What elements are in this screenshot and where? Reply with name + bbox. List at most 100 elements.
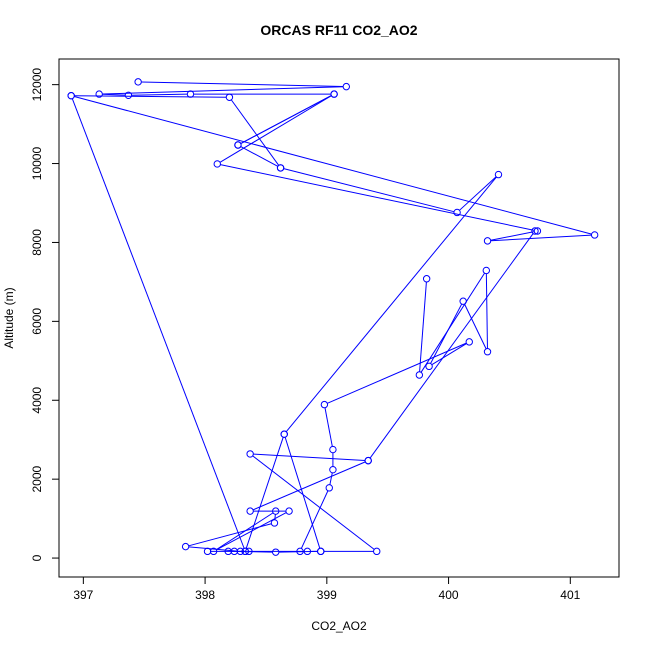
series-2-segment — [485, 273, 488, 349]
data-point — [459, 297, 467, 305]
series-2-segment — [300, 490, 329, 549]
y-tick-label: 12000 — [30, 68, 44, 102]
series-1-segment — [240, 146, 278, 167]
series-3-segment — [369, 233, 534, 459]
series-3-segment — [252, 455, 375, 550]
x-tick-label: 400 — [439, 588, 459, 602]
series-0-segment — [102, 93, 126, 96]
data-point — [124, 91, 133, 100]
x-tick-label: 398 — [195, 588, 215, 602]
series-0-segment — [230, 99, 280, 166]
series-0-segment — [131, 93, 188, 96]
data-point — [272, 548, 280, 556]
data-point — [465, 338, 473, 346]
series-2-segment — [420, 272, 486, 373]
data-point — [325, 484, 333, 492]
data-point — [453, 208, 461, 217]
data-point — [373, 547, 381, 556]
series-0-segment — [285, 176, 497, 433]
series-0-segment — [74, 96, 592, 235]
data-point — [330, 90, 338, 98]
data-point — [364, 456, 372, 465]
y-axis-label: Altitude (m) — [2, 287, 16, 348]
data-point — [482, 266, 490, 275]
series-2-segment — [431, 343, 467, 366]
series-2-segment — [419, 281, 427, 372]
data-point — [483, 237, 492, 245]
series-3-segment — [274, 514, 276, 520]
series-0-segment — [459, 176, 497, 211]
data-point — [203, 547, 212, 556]
data-point — [320, 400, 329, 409]
data-point — [95, 90, 103, 98]
series-3-segment — [253, 453, 366, 461]
series-3-segment — [188, 546, 238, 552]
series-2-segment — [430, 303, 463, 364]
data-point — [317, 547, 325, 556]
series-3-segment — [188, 523, 272, 547]
data-point — [415, 371, 424, 379]
series-0-segment — [71, 98, 245, 549]
data-point — [234, 141, 242, 149]
data-point — [531, 227, 539, 235]
series-0-segment — [490, 231, 535, 241]
series-0-segment — [490, 234, 592, 242]
series-0-segment — [141, 81, 344, 88]
data-point — [280, 430, 288, 438]
data-point — [342, 82, 350, 91]
data-point — [186, 90, 195, 98]
data-point — [134, 78, 142, 86]
series-2-segment — [464, 303, 487, 350]
data-point — [181, 542, 190, 551]
data-point — [422, 275, 431, 283]
data-point — [296, 547, 304, 556]
data-point — [590, 231, 599, 239]
data-point — [246, 450, 254, 458]
series-2-segment — [324, 407, 333, 447]
x-axis: 397 398 399 400 401 — [73, 576, 581, 602]
data-point — [303, 547, 312, 556]
y-tick-label: 8000 — [30, 229, 44, 256]
x-tick-label: 401 — [560, 588, 580, 602]
data-point — [425, 362, 433, 371]
data-point — [285, 507, 293, 515]
chart-title: ORCAS RF11 CO2_AO2 — [260, 22, 417, 38]
series-points — [67, 78, 599, 556]
data-point — [241, 547, 249, 556]
series-0-segment — [74, 95, 227, 98]
data-point — [276, 164, 285, 172]
x-tick-label: 399 — [317, 588, 337, 602]
data-point — [494, 170, 503, 179]
data-point — [329, 465, 337, 474]
data-point — [245, 547, 253, 556]
series-2-segment — [327, 342, 467, 404]
series-0-segment — [283, 168, 455, 213]
data-point — [67, 91, 75, 100]
y-tick-label: 0 — [30, 554, 44, 561]
series-0-segment — [219, 95, 332, 163]
series-2-segment — [329, 472, 333, 485]
y-tick-label: 6000 — [30, 308, 44, 335]
y-tick-label: 2000 — [30, 465, 44, 492]
x-axis-label: CO2_AO2 — [311, 619, 367, 633]
y-tick-label: 10000 — [30, 147, 44, 181]
series-1-segment — [240, 95, 332, 144]
data-point — [213, 160, 221, 168]
series-0-segment — [220, 164, 535, 231]
data-point — [483, 348, 492, 356]
data-point — [533, 227, 542, 235]
data-point — [272, 507, 280, 515]
series-0-segment — [102, 86, 344, 95]
data-point — [225, 93, 234, 101]
y-tick-label: 4000 — [30, 387, 44, 414]
data-point — [224, 547, 232, 556]
series-3-segment — [252, 461, 366, 511]
x-tick-label: 397 — [73, 588, 93, 602]
data-point — [270, 519, 279, 527]
series-4-segment — [284, 437, 321, 549]
data-point — [246, 507, 254, 515]
y-axis: 0 2000 4000 6000 8000 10000 12000 — [30, 68, 60, 561]
data-point — [329, 445, 337, 454]
